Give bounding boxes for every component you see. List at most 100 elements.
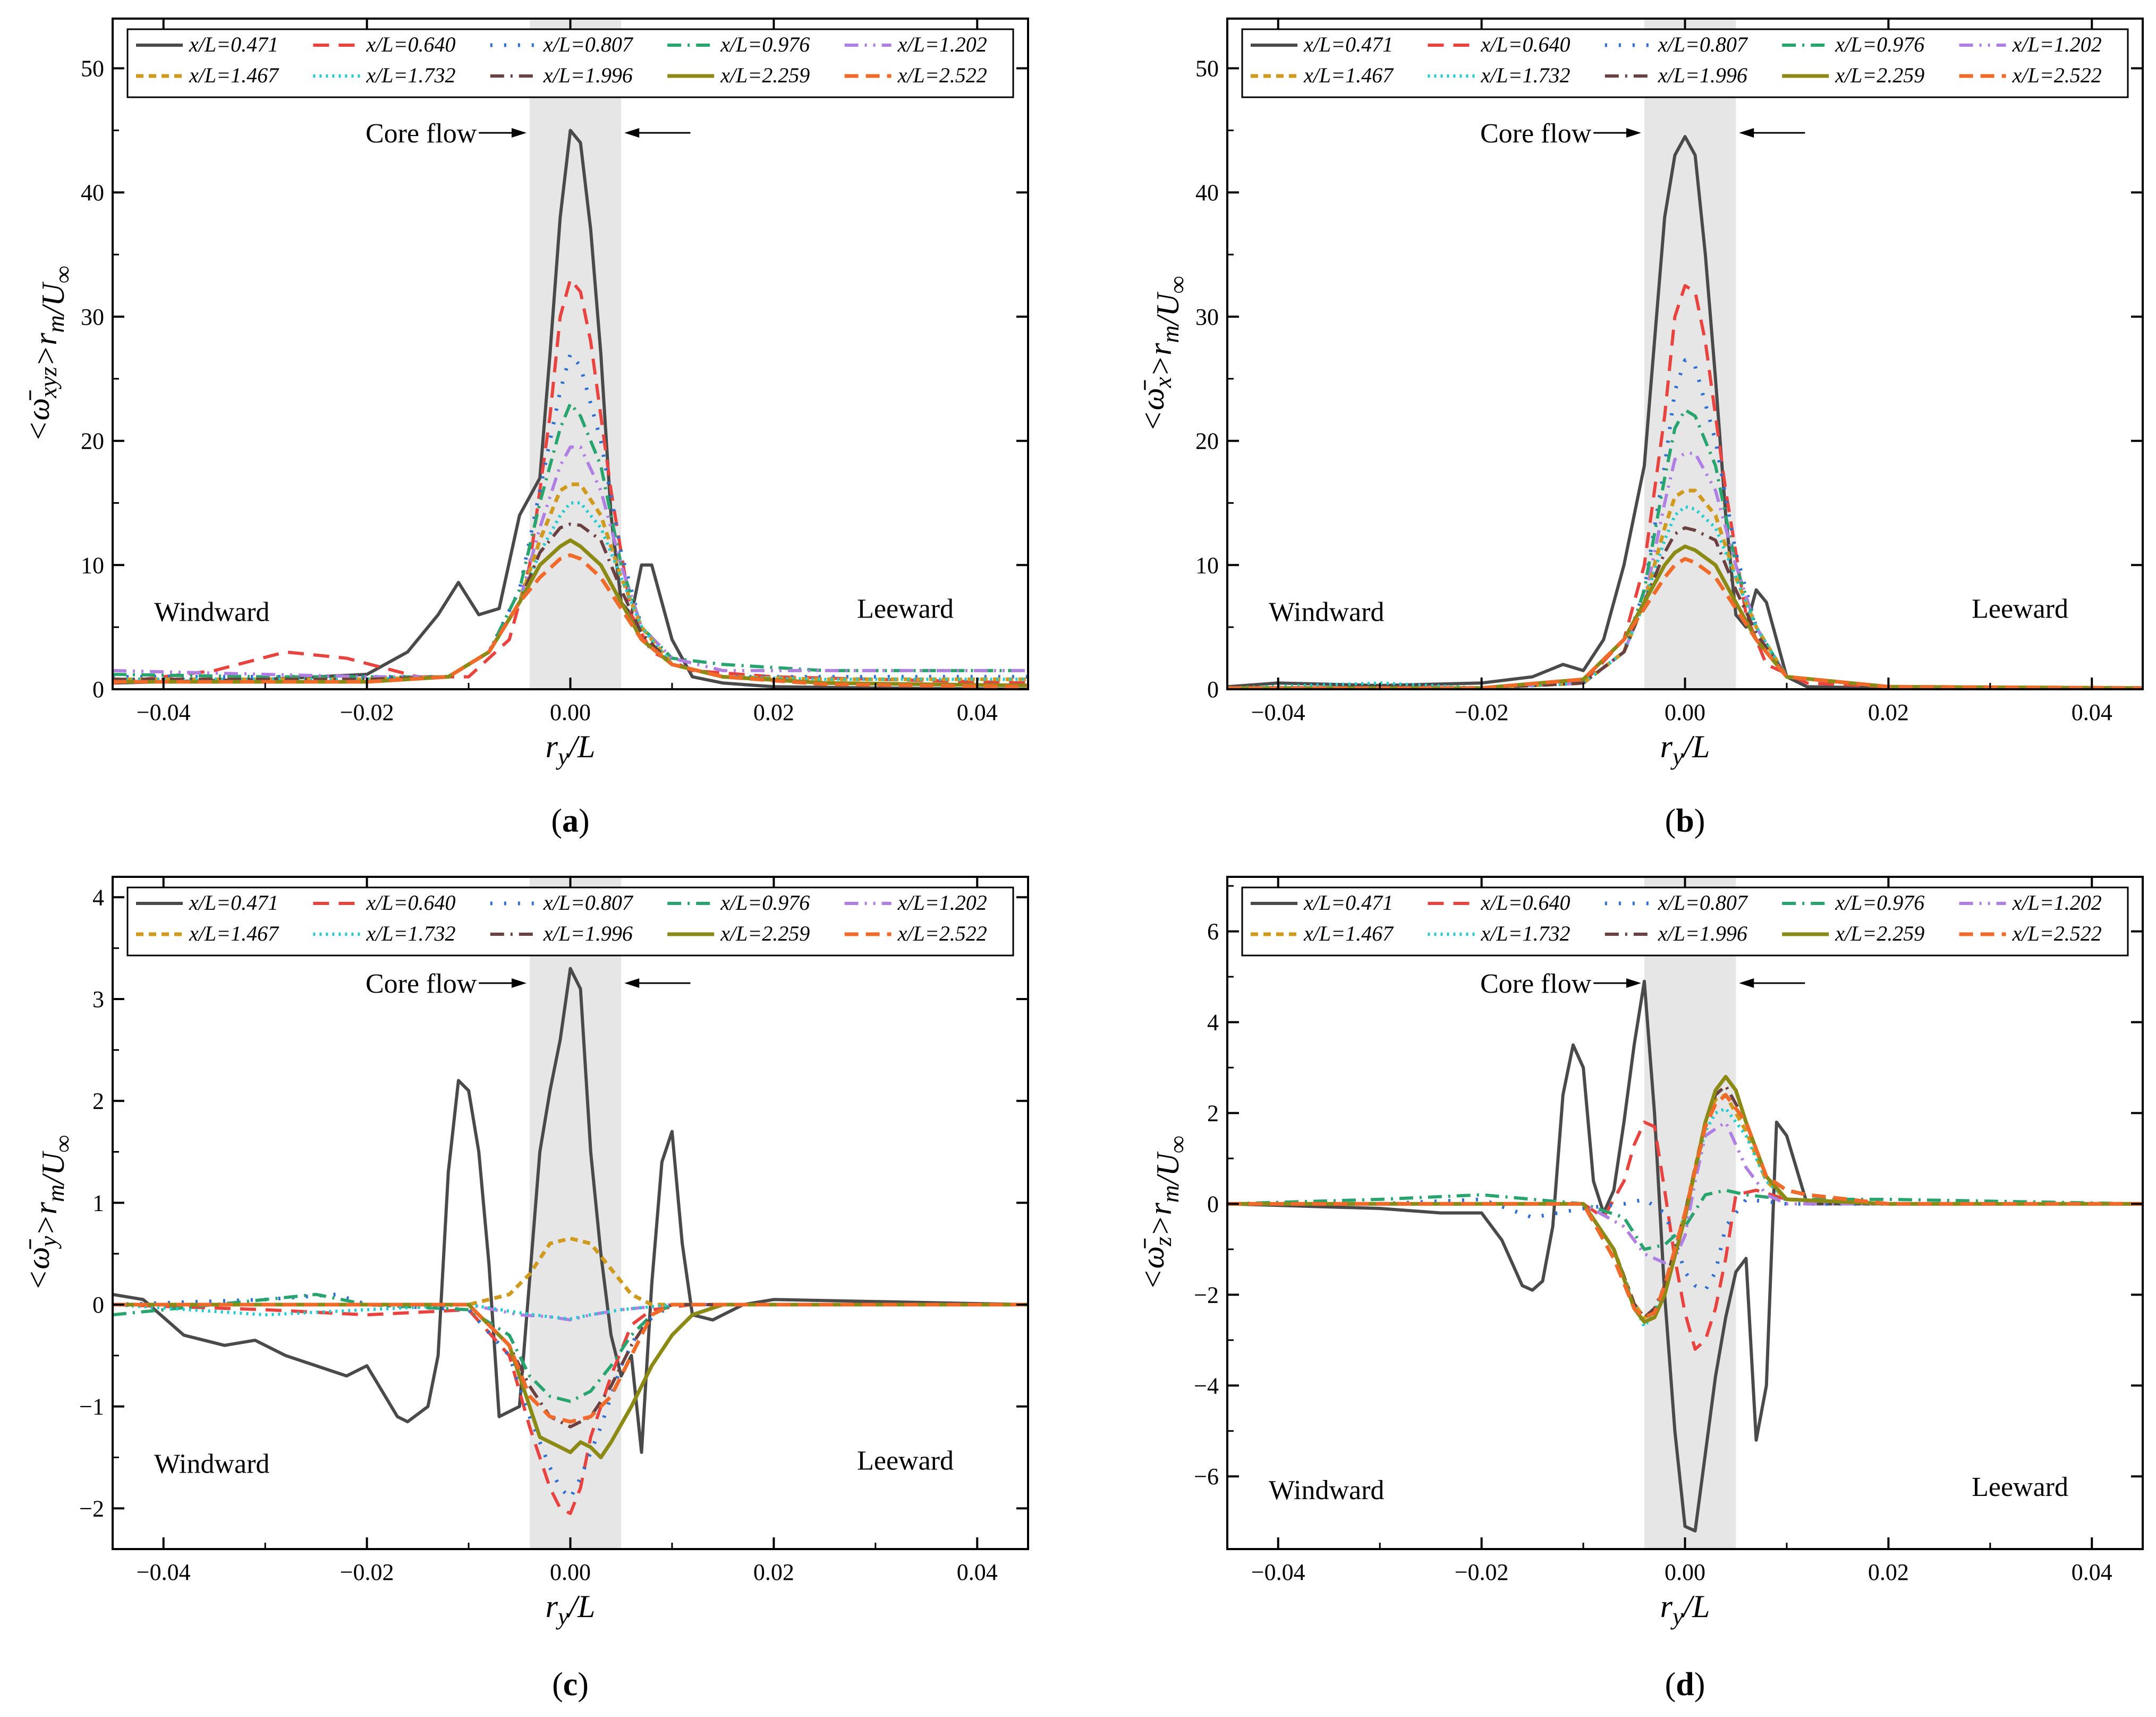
y-tick-label: 40 <box>1195 180 1219 206</box>
y-tick-label: 0 <box>1207 676 1219 703</box>
series-line-0471 <box>113 129 1028 689</box>
legend-entry: x/L=0.471 <box>1303 32 1393 56</box>
x-tick-label: −0.02 <box>340 1559 394 1585</box>
legend-entry: x/L=0.640 <box>1480 891 1570 915</box>
series-line-2522 <box>1227 557 2143 689</box>
y-tick-label: 10 <box>81 552 104 578</box>
series-line-1732 <box>113 1303 1028 1321</box>
legend-entry: x/L=0.640 <box>1480 32 1570 56</box>
y-tick-label: 40 <box>81 180 104 206</box>
x-tick-label: 0.00 <box>1665 699 1705 725</box>
panel-caption: (c) <box>552 1667 589 1703</box>
x-tick-label: 0.04 <box>2072 699 2112 725</box>
legend-entry: x/L=1.732 <box>366 921 455 945</box>
core-flow-label: Core flow <box>1480 119 1592 149</box>
series-line-0471 <box>113 967 1028 1454</box>
chart-panel-d: −0.04 −0.02 0.00 0.02 0.04 −6 −4 −2 0 2 4 6 ry/L <ω̄z… <box>1135 876 2144 1703</box>
leeward-label: Leeward <box>1972 594 2068 624</box>
legend-entry: x/L=1.996 <box>543 921 633 945</box>
series-line-1202 <box>1227 1120 2143 1265</box>
legend-entry: x/L=1.467 <box>1303 921 1394 945</box>
chart-panel-a: −0.04 −0.02 0.00 0.02 0.04 0 10 20 30 40 50 ry/L <ω̄… <box>21 18 1029 839</box>
legend-entry: x/L=2.259 <box>720 921 810 945</box>
y-tick-label: 30 <box>81 304 104 330</box>
legend-box <box>126 28 1014 98</box>
series-line-2522 <box>113 1302 1028 1424</box>
core-flow-band <box>1644 877 1736 1549</box>
series-line-2522 <box>1227 1093 2143 1320</box>
y-tick-label: 2 <box>1207 1100 1219 1126</box>
x-axis-label: ry/L <box>1660 1589 1710 1630</box>
x-tick-label: −0.02 <box>340 699 394 725</box>
x-tick-label: 0.04 <box>957 699 998 725</box>
legend-entry: x/L=1.732 <box>366 63 455 87</box>
y-tick-label: 1 <box>92 1190 104 1216</box>
y-tick-label: 4 <box>92 884 104 910</box>
y-tick-label: 50 <box>81 55 104 81</box>
legend-box <box>1241 28 2129 98</box>
y-tick-label: 3 <box>92 986 104 1012</box>
core-arrowhead-left <box>511 128 527 138</box>
x-tick-label: 0.00 <box>550 699 591 725</box>
legend-entry: x/L=0.807 <box>543 891 634 915</box>
legend-entry: x/L=1.202 <box>2012 891 2102 915</box>
legend-entry: x/L=1.732 <box>1480 921 1570 945</box>
core-arrowhead-right <box>624 128 640 138</box>
y-tick-label: −6 <box>1194 1464 1219 1490</box>
legend-entry: x/L=1.732 <box>1480 63 1570 87</box>
y-tick-label: 20 <box>1195 428 1219 454</box>
legend-entry: x/L=2.522 <box>2012 63 2102 87</box>
series-line-2522 <box>113 553 1028 689</box>
windward-label: Windward <box>1269 597 1384 627</box>
y-tick-label: 50 <box>1195 55 1219 81</box>
y-tick-label: −4 <box>1194 1373 1219 1399</box>
legend-box <box>1241 886 2129 957</box>
x-tick-label: 0.04 <box>957 1559 998 1585</box>
x-tick-label: −0.02 <box>1455 699 1509 725</box>
legend-entry: x/L=2.522 <box>897 921 987 945</box>
y-tick-label: 0 <box>92 1292 104 1318</box>
legend-entry: x/L=1.996 <box>1658 63 1747 87</box>
series-line-1732 <box>1227 505 2143 689</box>
core-flow-label: Core flow <box>366 969 477 999</box>
series-line-0471 <box>1227 135 2143 689</box>
y-axis-label: <ω̄y>rm/U∞ <box>21 1135 77 1291</box>
legend-entry: x/L=2.259 <box>1835 921 1924 945</box>
legend-entry: x/L=0.471 <box>189 32 278 56</box>
y-tick-label: 4 <box>1207 1010 1219 1036</box>
series-group <box>1227 979 2143 1533</box>
y-axis-label: <ω̄z>rm/U∞ <box>1135 1136 1191 1290</box>
series-line-0471 <box>1227 979 2143 1533</box>
legend-entry: x/L=0.976 <box>720 32 810 56</box>
x-axis-label: ry/L <box>546 1589 596 1630</box>
x-tick-label: 0.00 <box>1665 1559 1705 1585</box>
series-line-2259 <box>1227 544 2143 689</box>
series-group <box>113 129 1028 689</box>
legend-entry: x/L=1.202 <box>2012 32 2102 56</box>
chart-panel-b: −0.04 −0.02 0.00 0.02 0.04 0 10 20 30 40 50 ry/L <ω̄… <box>1135 18 2144 839</box>
leeward-label: Leeward <box>857 594 954 624</box>
windward-label: Windward <box>154 597 269 627</box>
core-flow-label: Core flow <box>366 119 477 149</box>
leeward-label: Leeward <box>1972 1472 2068 1502</box>
x-axis-label: ry/L <box>546 729 596 770</box>
legend-entry: x/L=0.640 <box>366 891 455 915</box>
legend-entry: x/L=2.259 <box>1835 63 1924 87</box>
windward-label: Windward <box>1269 1475 1384 1505</box>
legend-entry: x/L=1.467 <box>189 63 279 87</box>
y-tick-label: −1 <box>79 1394 104 1420</box>
legend-box <box>126 886 1014 957</box>
x-tick-label: 0.02 <box>1868 699 1909 725</box>
y-tick-label: 10 <box>1195 552 1219 578</box>
core-flow-label: Core flow <box>1480 969 1592 999</box>
x-tick-label: −0.04 <box>137 1559 191 1585</box>
core-arrowhead-left <box>1626 978 1641 988</box>
core-arrowhead-left <box>1626 128 1641 138</box>
x-tick-label: −0.04 <box>1251 1559 1305 1585</box>
x-tick-label: 0.04 <box>2072 1559 2112 1585</box>
x-tick-label: 0.02 <box>753 1559 794 1585</box>
x-tick-label: −0.02 <box>1455 1559 1509 1585</box>
legend-entry: x/L=0.807 <box>1658 891 1748 915</box>
core-arrowhead-right <box>1739 128 1754 138</box>
legend-entry: x/L=2.522 <box>897 63 987 87</box>
